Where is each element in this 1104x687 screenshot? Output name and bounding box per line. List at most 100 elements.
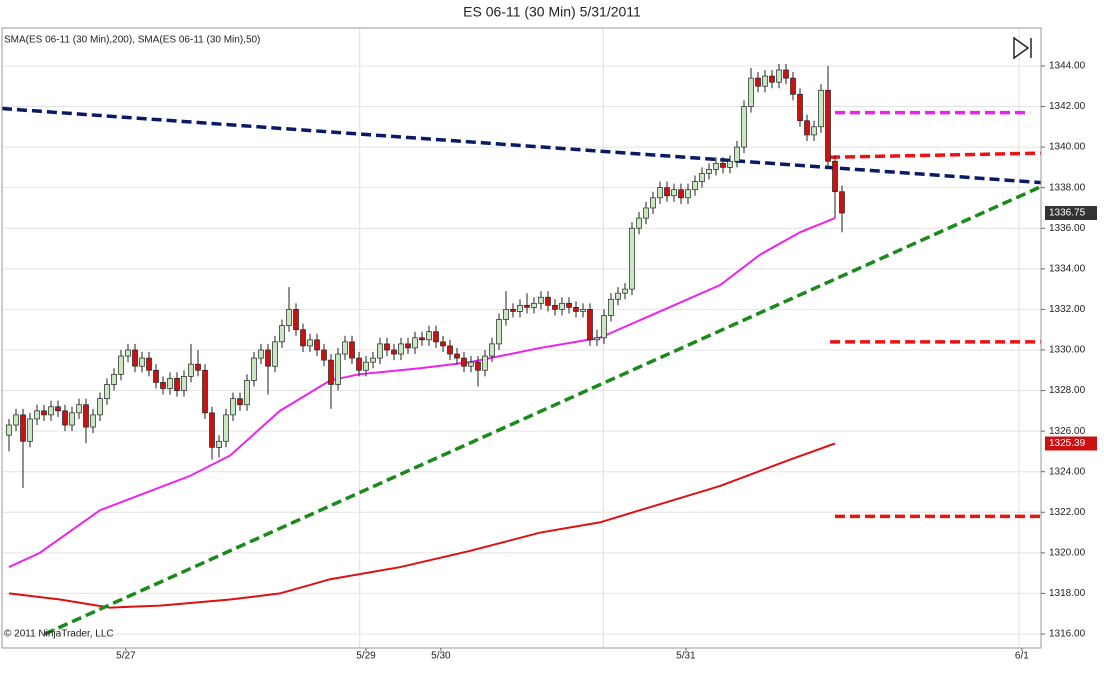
candle-body <box>55 406 61 412</box>
candle-body <box>328 359 334 385</box>
candle-body <box>580 309 586 312</box>
candle-body <box>755 77 761 87</box>
candle-body <box>69 412 75 426</box>
candle-body <box>601 315 607 339</box>
trend-line <box>830 151 1041 159</box>
candle-body <box>650 197 656 209</box>
candle-body <box>524 304 530 308</box>
candle-body <box>34 410 40 420</box>
candle-body <box>363 361 369 371</box>
candle-body <box>496 319 502 345</box>
candle-body <box>209 412 215 448</box>
candle-body <box>671 189 677 197</box>
candle-body <box>111 373 117 385</box>
candle-body <box>440 341 446 347</box>
candle-body <box>531 302 537 308</box>
candle-body <box>419 337 425 341</box>
x-tick-label: 5/29 <box>356 651 376 662</box>
candle-body <box>300 329 306 347</box>
candle-body <box>167 378 173 389</box>
candle-body <box>412 337 418 349</box>
candle-body <box>76 404 82 414</box>
candle-body <box>258 349 264 359</box>
candle-body <box>720 162 726 168</box>
candle-body <box>587 309 593 341</box>
y-tick-label: 1342.00 <box>1049 101 1086 112</box>
candle-body <box>769 75 775 83</box>
candle-body <box>20 414 26 442</box>
candle-body <box>391 349 397 355</box>
candle-body <box>615 292 621 300</box>
candle-body <box>279 325 285 343</box>
candle-body <box>27 418 33 442</box>
candle-body <box>307 339 313 347</box>
candle-body <box>160 382 166 389</box>
candle-body <box>223 414 229 442</box>
candle-body <box>818 89 824 128</box>
candle-body <box>468 361 474 367</box>
candle-body <box>832 160 838 193</box>
candle-body <box>776 69 782 83</box>
candle-body <box>741 106 747 148</box>
candle-body <box>804 120 810 136</box>
y-tick-label: 1334.00 <box>1049 263 1086 274</box>
candle-body <box>251 357 257 381</box>
candle-body <box>216 440 222 448</box>
candle-body <box>762 75 768 87</box>
candle-body <box>503 309 509 320</box>
candle-body <box>377 343 383 359</box>
candle-body <box>545 296 551 306</box>
candle-body <box>153 369 159 383</box>
candle-body <box>713 162 719 170</box>
candle-body <box>104 384 110 400</box>
price-marker <box>1045 436 1097 451</box>
candle-body <box>454 353 460 359</box>
candle-body <box>678 189 684 199</box>
candle-body <box>783 69 789 79</box>
candle-body <box>48 406 54 416</box>
candle-body <box>314 339 320 351</box>
y-tick-label: 1336.00 <box>1049 223 1086 234</box>
x-tick-label: 5/30 <box>431 651 451 662</box>
price-marker-label: 1336.75 <box>1049 208 1086 219</box>
candle-body <box>461 357 467 367</box>
plot-area <box>2 28 1041 648</box>
candle-body <box>797 93 803 122</box>
candle-body <box>552 304 558 310</box>
candle-body <box>349 341 355 359</box>
candle-body <box>90 414 96 428</box>
candle-body <box>839 191 845 214</box>
candle-body <box>384 343 390 351</box>
candle-body <box>41 410 47 416</box>
candle-body <box>489 343 495 357</box>
candle-body <box>188 363 194 377</box>
candle-body <box>699 173 705 182</box>
candle-body <box>13 414 19 426</box>
candle-body <box>174 378 180 391</box>
candle-body <box>475 361 481 371</box>
candle-body <box>370 357 376 363</box>
navigation-icon[interactable] <box>1013 36 1032 60</box>
plot-frame <box>1 27 1042 649</box>
candle-body <box>447 345 453 355</box>
x-tick-label: 5/27 <box>116 651 136 662</box>
candle-body <box>510 309 516 312</box>
candle-body <box>608 298 614 316</box>
y-tick-label: 1324.00 <box>1049 466 1086 477</box>
candle-body <box>118 355 124 375</box>
candle-body <box>6 424 12 436</box>
candle-body <box>790 77 796 95</box>
candle-body <box>62 410 68 426</box>
x-tick-label: 6/1 <box>1015 651 1029 662</box>
indicator-legend: SMA(ES 06-11 (30 Min),200), SMA(ES 06-11… <box>4 35 260 46</box>
candle-body <box>692 181 698 191</box>
candle-body <box>559 302 565 310</box>
candle-body <box>426 331 432 341</box>
candle-body <box>230 398 236 416</box>
trend-line <box>43 185 1041 636</box>
x-tick-label: 5/31 <box>676 651 696 662</box>
candle-body <box>538 296 544 304</box>
candle-body <box>405 343 411 349</box>
candle-body <box>482 355 488 371</box>
